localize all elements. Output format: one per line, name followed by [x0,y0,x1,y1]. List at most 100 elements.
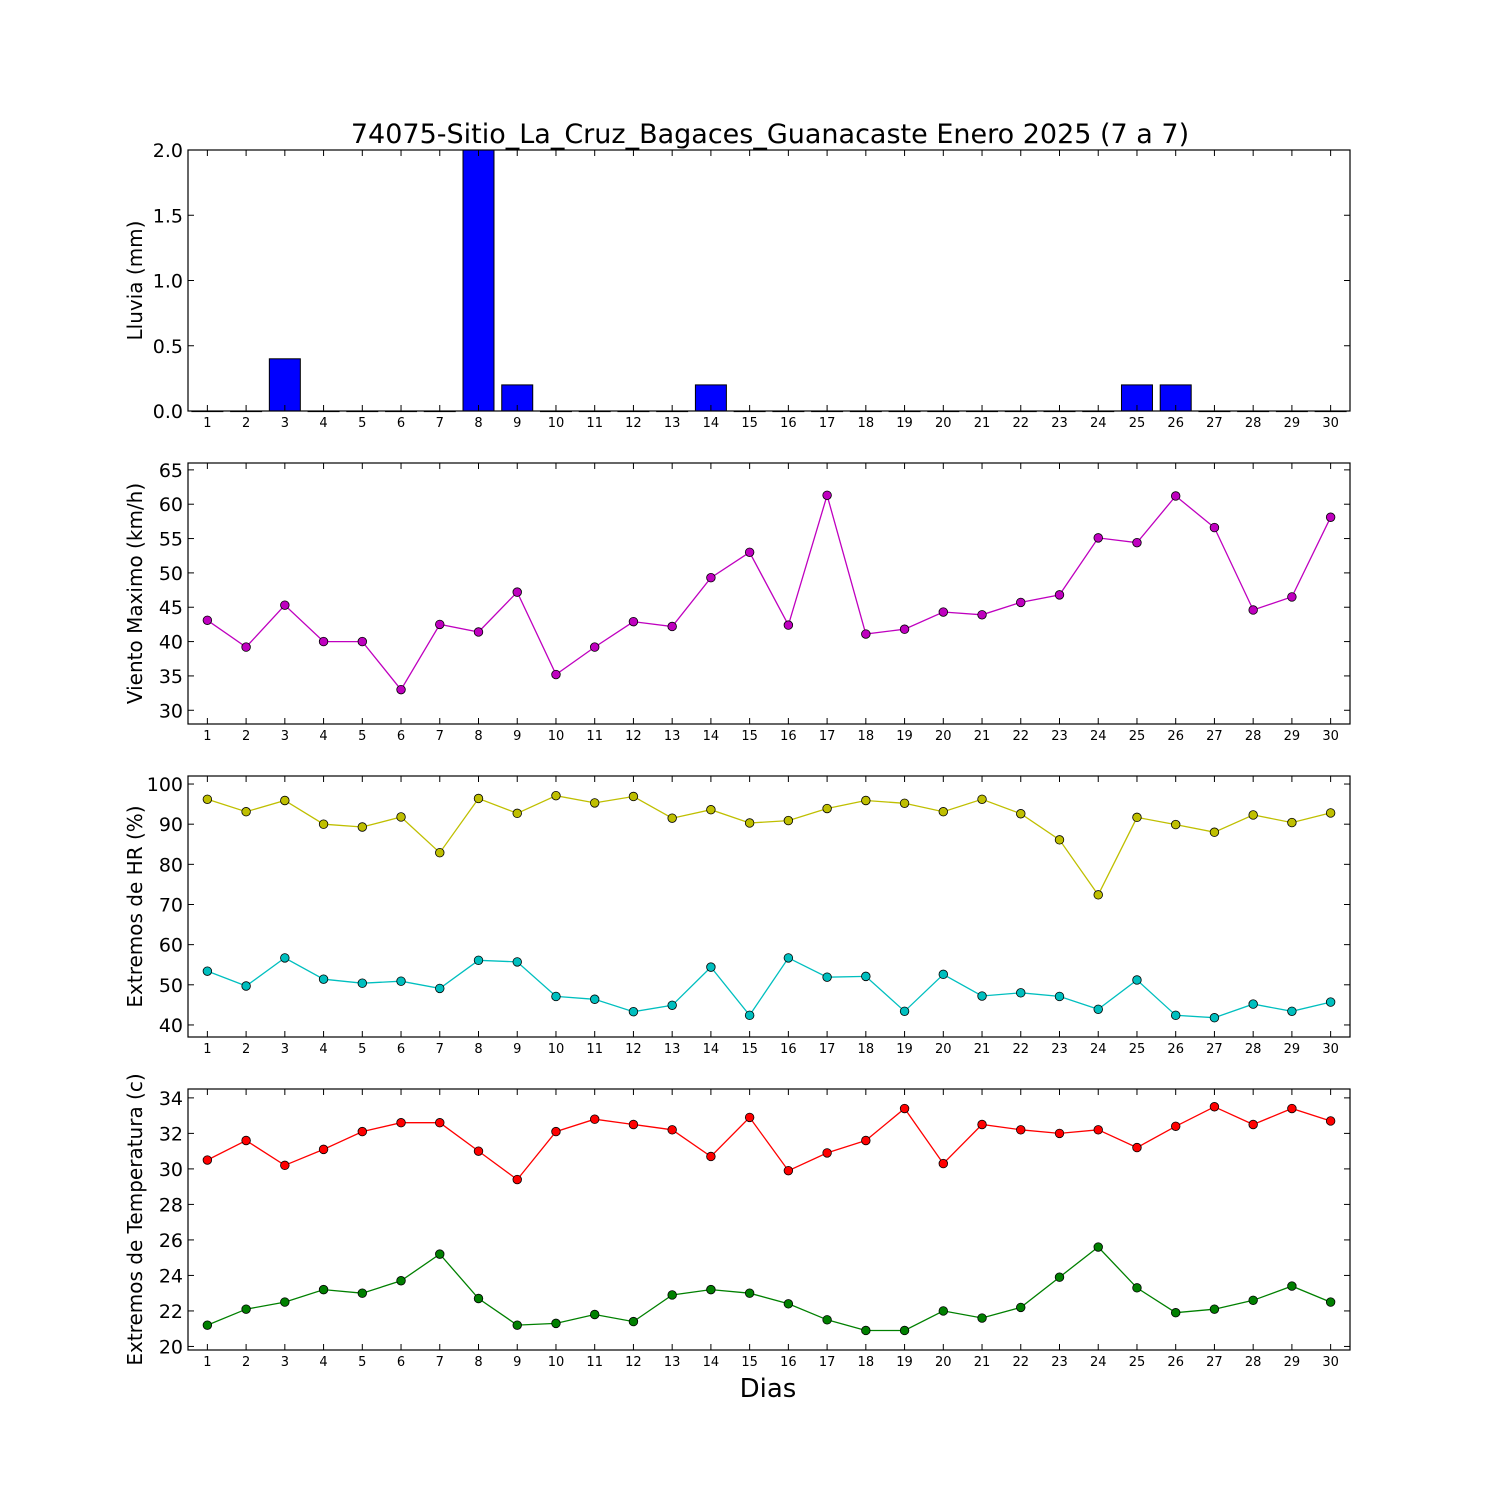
point-s2-day-3 [280,1297,290,1307]
ytick-label: 1.0 [153,271,183,293]
point-s1-day-28 [1248,605,1258,615]
point-s2-day-29 [1287,1281,1297,1291]
point-s2-day-18 [861,971,871,982]
point-s1-day-10 [551,1126,561,1137]
ytick-label: 60 [159,494,183,516]
point-s1-day-19 [899,624,910,634]
ytick-label: 70 [159,894,183,916]
point-s1-day-5 [357,1126,368,1137]
ytick-label: 100 [147,774,183,796]
point-s2-day-4 [318,974,329,984]
bar-day-8 [462,149,495,412]
ytick-label: 90 [159,814,183,836]
xtick-label: 11 [586,1042,603,1057]
point-s1-day-8 [473,793,484,804]
point-s2-day-10 [551,1318,561,1329]
point-s1-day-28 [1248,1119,1258,1130]
xtick-label: 12 [625,729,642,744]
point-s1-day-26 [1170,819,1181,830]
point-s2-day-15 [744,1010,755,1021]
xtick-label: 13 [664,729,681,744]
point-s1-day-20 [938,807,949,817]
point-s2-day-19 [899,1006,910,1017]
point-s2-day-26 [1170,1010,1181,1021]
ytick-label: 60 [159,935,183,957]
point-s1-day-21 [977,610,987,620]
point-s1-day-25 [1132,812,1142,823]
point-s2-day-5 [357,1288,368,1298]
xtick-label: 4 [319,1355,327,1370]
point-s1-day-22 [1016,597,1026,608]
point-s1-day-15 [744,818,755,828]
xtick-label: 17 [819,729,836,744]
point-s1-day-7 [435,1118,445,1128]
xtick-label: 21 [974,729,991,744]
point-s1-day-27 [1209,827,1220,837]
xtick-label: 6 [397,416,405,431]
xtick-label: 21 [974,1355,991,1370]
xtick-label: 17 [819,1042,836,1057]
point-s2-day-14 [706,1284,716,1295]
ytick-label: 2.0 [153,140,183,162]
xtick-label: 2 [242,729,250,744]
xtick-label: 18 [858,1355,875,1370]
xtick-label: 12 [625,1355,642,1370]
point-s1-day-27 [1209,1102,1220,1112]
xtick-label: 9 [513,729,521,744]
point-s1-day-3 [280,795,290,806]
xtick-label: 24 [1090,416,1107,431]
xtick-label: 9 [513,416,521,431]
point-s2-day-23 [1054,991,1065,1002]
point-s1-day-4 [318,1144,329,1155]
point-s2-day-22 [1016,988,1026,998]
point-s1-day-18 [861,629,871,639]
ytick-label: 50 [159,563,183,585]
point-s2-day-28 [1248,1295,1258,1305]
xtick-label: 30 [1322,729,1339,744]
y-axis-label: Extremos de HR (%) [123,805,147,1007]
xtick-label: 23 [1051,729,1068,744]
point-s1-day-18 [861,795,871,806]
xtick-label: 2 [242,1042,250,1057]
xtick-label: 8 [474,416,482,431]
point-s1-day-4 [318,819,329,829]
point-s1-day-11 [590,1114,600,1124]
xtick-label: 27 [1206,1042,1223,1057]
point-s2-day-28 [1248,999,1258,1009]
point-s1-day-12 [628,1119,639,1130]
xtick-label: 10 [548,1355,565,1370]
point-s1-day-13 [667,1125,677,1135]
point-s1-day-29 [1287,1103,1297,1114]
xtick-label: 30 [1322,1355,1339,1370]
point-s2-day-27 [1209,1304,1220,1314]
xtick-label: 27 [1206,1355,1223,1370]
xtick-label: 1 [203,1042,211,1057]
ytick-label: 20 [159,1336,183,1358]
xtick-label: 30 [1322,416,1339,431]
point-s1-day-17 [822,1148,832,1158]
point-s1-day-16 [783,620,794,630]
xtick-label: 8 [474,729,482,744]
point-s1-day-10 [551,790,561,801]
ytick-label: 55 [159,529,183,551]
point-s2-day-9 [512,1320,522,1330]
point-s2-day-15 [744,1288,755,1298]
point-s2-day-17 [822,972,832,982]
ytick-label: 30 [159,1159,183,1181]
point-s1-day-14 [706,805,716,815]
point-s1-day-24 [1093,1125,1103,1135]
point-s1-day-16 [783,1165,794,1176]
point-s1-day-3 [280,600,290,610]
xtick-label: 18 [858,416,875,431]
xtick-label: 15 [741,416,758,431]
point-s1-day-7 [435,847,445,858]
xtick-label: 18 [858,729,875,744]
xtick-label: 9 [513,1355,521,1370]
ytick-label: 80 [159,854,183,876]
point-s1-day-21 [977,794,987,804]
xtick-label: 21 [974,416,991,431]
ytick-label: 40 [159,1015,183,1037]
ytick-label: 35 [159,666,183,688]
panels: 0.00.51.01.52.01 2 3 4 5 6 7 8 9 10 11 12 13 14 15 16 17… [123,140,1351,1370]
